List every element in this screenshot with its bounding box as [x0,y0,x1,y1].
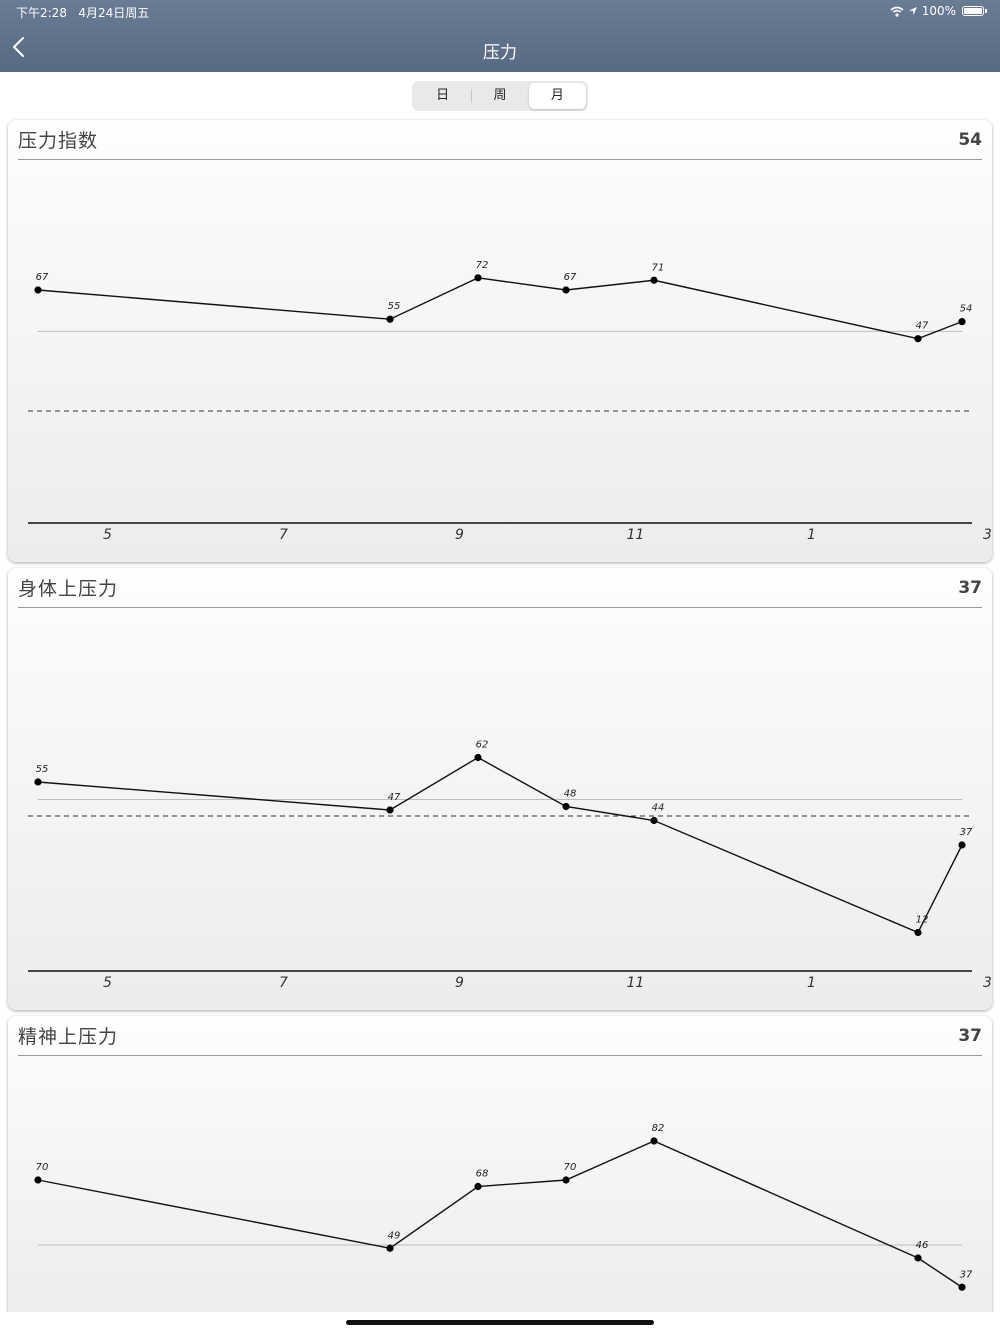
data-point [650,1137,658,1145]
data-label: 67 [564,272,577,283]
data-point [562,286,570,294]
data-point [386,1244,394,1252]
data-label: 12 [916,915,929,926]
data-label: 46 [916,1240,929,1251]
battery-icon [962,6,987,16]
data-label: 67 [36,272,49,283]
period-segmented-control: 日 周 月 [412,81,588,111]
wifi-icon [890,6,904,17]
series-line [37,756,963,934]
physical-stress-card: 身体上压力 37 5 7 9 11 1 3 55 47 62 48 44 12 37 [8,568,992,1010]
nav-header: 下午2:28 4月24日周五 100% 压力 [0,0,1000,72]
data-label: 72 [476,260,489,271]
data-point [474,753,482,762]
data-label: 44 [652,803,665,814]
data-point [34,286,42,294]
x-tick-label: 1 [807,975,816,991]
data-label: 71 [652,262,665,273]
card-title: 压力指数 [18,130,99,152]
x-tick-label: 9 [455,975,464,991]
x-tick-label: 11 [626,527,644,543]
x-tick-label: 7 [279,527,288,543]
segment-week[interactable]: 周 [471,83,528,109]
series-line [37,277,963,340]
status-date: 4月24日周五 [78,6,150,20]
data-label: 70 [36,1162,49,1173]
data-label: 37 [960,1269,973,1280]
data-point [34,778,42,786]
data-point [958,841,966,849]
location-arrow-icon [908,7,917,15]
battery-percent: 100% [921,4,956,18]
card-divider [18,607,982,608]
data-point [386,315,394,323]
card-current-value: 54 [958,130,982,150]
card-divider [18,1055,982,1056]
mental-stress-chart: 70 49 68 70 82 46 37 [34,1123,973,1291]
segment-month[interactable]: 月 [528,83,586,109]
data-point [386,806,394,814]
data-label: 37 [960,827,973,838]
x-tick-label: 5 [103,527,112,543]
status-time: 下午2:28 4月24日周五 [16,6,150,20]
data-point [474,274,482,282]
data-point [34,1176,42,1184]
x-tick-label: 5 [103,975,112,991]
data-point [562,1176,570,1184]
card-title: 精神上压力 [18,1026,119,1048]
series-line [37,1140,963,1288]
data-label: 47 [916,321,929,332]
data-point [914,928,922,937]
x-tick-label: 9 [455,527,464,543]
card-divider [18,159,982,160]
page-title: 压力 [483,43,517,63]
data-label: 82 [652,1123,665,1134]
status-indicators: 100% [890,3,987,19]
x-tick-label: 3 [983,975,992,991]
home-indicator[interactable] [346,1320,654,1325]
data-label: 48 [564,789,577,800]
stress-index-card: 压力指数 54 5 7 9 11 1 3 67 55 72 67 71 47 54 [8,120,992,562]
x-tick-label: 11 [626,975,644,991]
data-label: 47 [388,792,401,803]
segment-day[interactable]: 日 [436,88,450,103]
data-point [562,802,570,811]
data-label: 62 [476,740,489,751]
x-tick-label: 1 [807,527,816,543]
data-label: 49 [388,1230,401,1241]
data-point [474,1182,482,1191]
mental-stress-card: 精神上压力 37 70 49 68 70 82 46 37 [8,1016,992,1326]
data-point [958,318,966,326]
data-label: 55 [36,764,49,775]
back-button[interactable] [4,30,36,64]
data-point [650,276,658,284]
data-point [914,335,922,343]
data-label: 55 [388,301,401,312]
data-point [958,1283,966,1291]
chevron-left-icon [13,37,24,57]
data-label: 70 [564,1162,577,1173]
data-label: 68 [476,1169,489,1180]
x-tick-label: 3 [983,527,992,543]
x-tick-label: 7 [279,975,288,991]
data-point [650,816,658,825]
data-label: 54 [960,304,973,315]
card-title: 身体上压力 [18,578,119,600]
data-point [914,1254,922,1262]
card-current-value: 37 [958,1026,982,1046]
card-current-value: 37 [958,578,982,598]
